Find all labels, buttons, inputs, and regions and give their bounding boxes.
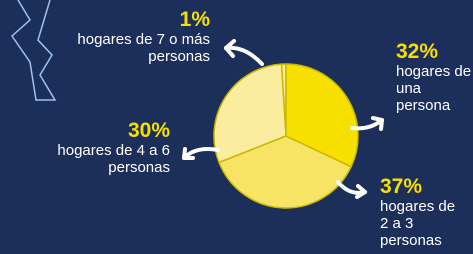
category-label: hogares de 7 o más personas — [60, 31, 210, 65]
percent-label: 37% — [380, 176, 460, 198]
infographic: 32%hogares de una persona 37%hogares de 2… — [0, 0, 473, 254]
percent-label: 1% — [60, 9, 210, 31]
slice-label: 32%hogares de una persona — [396, 41, 473, 114]
percent-label: 32% — [396, 41, 473, 63]
category-label: hogares de 4 a 6 personas — [0, 142, 170, 176]
slice-label: 1%hogares de 7 o más personas — [60, 9, 210, 65]
decoration — [12, 0, 55, 100]
category-label: hogares de una persona — [396, 63, 473, 114]
category-label: hogares de 2 a 3 personas — [380, 198, 460, 249]
slice-label: 30%hogares de 4 a 6 personas — [0, 120, 170, 176]
slice-label: 37%hogares de 2 a 3 personas — [380, 176, 460, 249]
percent-label: 30% — [0, 120, 170, 142]
